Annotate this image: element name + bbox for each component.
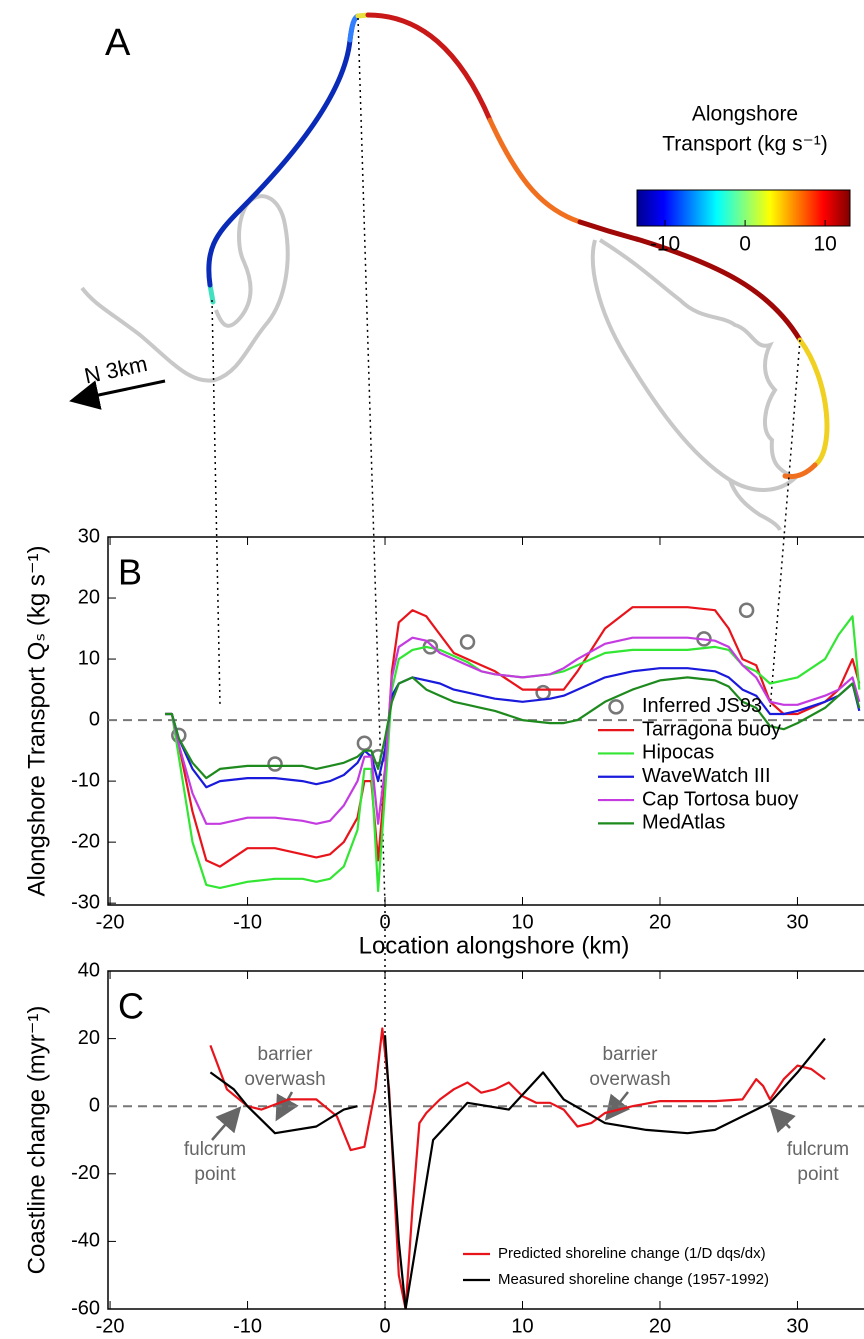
colorbar xyxy=(636,189,851,227)
panel-label: A xyxy=(105,22,131,64)
y-tick-label: 0 xyxy=(89,708,100,730)
y-tick-label: 0 xyxy=(89,1094,100,1116)
panel-label: C xyxy=(118,986,144,1027)
x-axis-label: Location alongshore (km) xyxy=(359,1336,630,1339)
x-tick-label: 10 xyxy=(511,911,533,933)
x-tick-label: 30 xyxy=(786,911,808,933)
y-tick-label: 10 xyxy=(78,647,100,669)
legend-label: WaveWatch III xyxy=(642,765,771,787)
annotation: overwash xyxy=(589,1069,670,1090)
x-axis-label: Location alongshore (km) xyxy=(359,932,630,959)
y-tick-label: -30 xyxy=(71,891,100,913)
x-tick-label: -20 xyxy=(96,1315,125,1337)
annotation-arrow xyxy=(211,1091,796,1141)
plot-area xyxy=(209,1027,826,1309)
legend-label: Inferred JS93 xyxy=(642,695,762,717)
series-line xyxy=(165,667,861,789)
colorbar-tick-label: -10 xyxy=(650,233,680,256)
x-tick-label: 10 xyxy=(511,1315,533,1337)
series-line xyxy=(209,1027,826,1309)
y-tick-label: -20 xyxy=(71,1162,100,1184)
annotation: point xyxy=(797,1164,839,1185)
colorbar-title: Alongshore xyxy=(692,103,798,126)
plot-area xyxy=(165,602,861,893)
y-tick-label: 20 xyxy=(78,1027,100,1049)
colorbar-title: Transport (kg s⁻¹) xyxy=(662,133,828,156)
legend-label: Tarragona buoy xyxy=(642,718,781,740)
data-point xyxy=(459,634,476,650)
legend-label: Predicted shoreline change (1/D dqs/dx) xyxy=(498,1245,766,1262)
y-axis-label: Coastline change (myr⁻¹) xyxy=(23,1006,50,1275)
annotation: barrier xyxy=(603,1044,659,1065)
x-tick-label: 0 xyxy=(379,911,390,933)
data-point xyxy=(535,684,551,701)
coast-outline xyxy=(80,194,799,531)
series-line xyxy=(165,615,861,893)
x-tick-label: 0 xyxy=(379,1315,390,1337)
colorbar-tick-label: 0 xyxy=(739,233,751,256)
panel-label: B xyxy=(118,552,142,593)
annotation: barrier xyxy=(258,1044,314,1065)
series-line xyxy=(165,676,861,780)
y-tick-label: -10 xyxy=(71,769,100,791)
legend-label: Measured shoreline change (1957-1992) xyxy=(498,1271,769,1288)
data-point xyxy=(267,756,283,772)
y-axis-label: Alongshore Transport Qₛ (kg s⁻¹) xyxy=(23,545,50,896)
y-tick-label: -60 xyxy=(71,1297,100,1319)
x-tick-label: -10 xyxy=(233,1315,262,1337)
annotation: point xyxy=(194,1164,236,1185)
series-line xyxy=(165,636,861,825)
data-point xyxy=(356,735,373,752)
annotation: overwash xyxy=(244,1069,325,1090)
y-tick-label: -40 xyxy=(71,1230,100,1252)
legend-marker xyxy=(608,699,624,715)
series-line xyxy=(209,1035,826,1309)
annotation: fulcrum xyxy=(184,1139,246,1160)
transport-curve xyxy=(206,12,830,480)
colorbar-tick-label: 10 xyxy=(813,233,836,256)
series-line xyxy=(165,606,861,868)
y-tick-label: 30 xyxy=(78,525,100,547)
legend-label: Hipocas xyxy=(642,742,714,764)
legend-label: Cap Tortosa buoy xyxy=(642,788,798,810)
annotation: fulcrum xyxy=(787,1139,849,1160)
y-tick-label: 40 xyxy=(78,959,100,981)
plot-frame xyxy=(107,970,864,1310)
x-tick-label: -10 xyxy=(233,911,262,933)
x-tick-label: 30 xyxy=(786,1315,808,1337)
x-tick-label: -20 xyxy=(96,911,125,933)
y-tick-label: 20 xyxy=(78,586,100,608)
x-tick-label: 20 xyxy=(649,1315,671,1337)
north-arrow xyxy=(69,379,166,410)
data-point xyxy=(738,602,755,618)
y-tick-label: -20 xyxy=(71,830,100,852)
x-tick-label: 20 xyxy=(649,911,671,933)
legend-label: MedAtlas xyxy=(642,812,725,834)
scalebar-label: N 3km xyxy=(82,351,149,389)
